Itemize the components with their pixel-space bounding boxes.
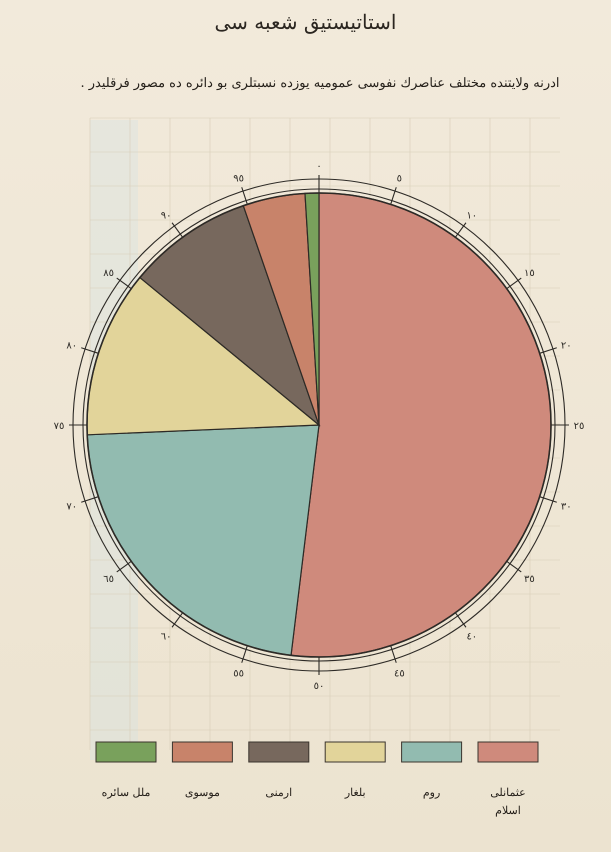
legend-label-armenian: ارمنی xyxy=(265,786,293,799)
dial-tick xyxy=(454,612,467,628)
legend-swatch-bulgarian xyxy=(324,741,386,763)
dial-tick xyxy=(454,222,467,238)
dial-tick xyxy=(390,187,397,205)
page-title: استاتیستیق شعبه سی xyxy=(214,10,397,34)
dial-tick-label: ٨٥ xyxy=(103,268,114,279)
dial-tick-label: ٨٠ xyxy=(66,341,77,352)
percentage-ticks xyxy=(69,175,569,675)
legend-swatch-greek xyxy=(401,741,463,763)
legend-swatch-jewish xyxy=(171,741,233,763)
dial-tick-label: ٣٠ xyxy=(561,501,572,512)
dial-tick xyxy=(171,612,184,628)
legend-label-others: ملل سائره xyxy=(101,786,151,799)
dial-tick xyxy=(506,277,522,290)
dial-tick xyxy=(116,277,132,290)
legend xyxy=(95,741,539,763)
dial-tick-label: ٩٠ xyxy=(161,211,172,222)
legend-swatch-others xyxy=(95,741,157,763)
dial-tick-label: ٤٥ xyxy=(394,668,405,679)
dial-tick xyxy=(81,496,99,503)
dial-tick-label: ٠ xyxy=(316,161,321,172)
dial-tick-label: ٥٠ xyxy=(314,681,325,692)
dial-tick xyxy=(116,560,132,573)
dial-tick-label: ٩٥ xyxy=(233,174,244,185)
chart-subtitle: ادرنه ولایتنده مختلف عناصرك نفوسی عمومیه… xyxy=(80,76,560,91)
dial-tick-label: ٥٥ xyxy=(233,668,244,679)
dial-tick xyxy=(81,347,99,354)
pie-slice-ottoman_muslim xyxy=(290,192,552,658)
legend-sublabel-ottoman_muslim: اسلام xyxy=(495,804,521,817)
dial-tick xyxy=(171,222,184,238)
dial-tick xyxy=(241,187,248,205)
dial-tick-label: ٣٥ xyxy=(524,574,535,585)
pie-slices xyxy=(86,192,552,658)
legend-swatch-ottoman_muslim xyxy=(477,741,539,763)
dial-tick xyxy=(390,645,397,663)
dial-tick xyxy=(539,347,557,354)
dial-tick-label: ٦٥ xyxy=(103,574,114,585)
dial-tick-label: ٢٥ xyxy=(574,421,585,432)
dial-tick-label: ٦٠ xyxy=(161,631,172,642)
dial-tick-label: ١٠ xyxy=(466,211,477,222)
dial-tick-label: ٤٠ xyxy=(466,631,477,642)
legend-swatch-armenian xyxy=(248,741,310,763)
legend-label-greek: روم xyxy=(422,786,441,799)
dial-tick-label: ٥ xyxy=(397,174,402,185)
percentage-tick-labels: ٠ ٥ ١٠ ١٥ ٢٠ ٢٥ ٣٠ ٣٥ ٤٠ ٤٥ ٥٠ ٥٥ ٦٠ ٦٥ ٧٠ ٧٥ ٨٠ ٨٥ ٩٠ ٩٥ xyxy=(54,161,585,692)
dial-tick xyxy=(506,560,522,573)
pie-slice-greek xyxy=(86,424,320,656)
legend-label-jewish: موسوی xyxy=(184,786,220,799)
dial-tick xyxy=(539,496,557,503)
dial-tick-label: ٢٠ xyxy=(561,341,572,352)
dial-tick-label: ٧٠ xyxy=(66,501,77,512)
legend-label-bulgarian: بلغار xyxy=(344,786,366,799)
dial-tick-label: ٧٥ xyxy=(54,421,65,432)
dial-tick-label: ١٥ xyxy=(524,268,535,279)
legend-label-ottoman_muslim: عثمانلی xyxy=(490,786,526,799)
dial-tick xyxy=(241,645,248,663)
